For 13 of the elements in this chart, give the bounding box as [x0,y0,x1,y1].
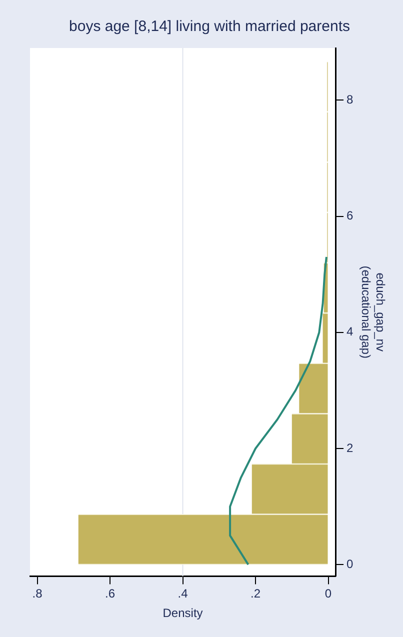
x-axis-title: Density [162,606,203,620]
y-tick-label: 0 [346,556,354,571]
y-tick-label: 2 [346,440,354,455]
y-tick-label: 4 [346,324,354,339]
y-tick-label: 8 [346,92,354,107]
x-tick-label: .2 [250,586,261,601]
y-axis-title: educh_gap_nv (educational gap) [359,266,388,358]
x-tick-label: .4 [178,586,188,601]
x-tick-label: .6 [105,586,116,601]
chart-title: boys age [8,14] living with married parents [69,18,350,36]
y-tick-label: 6 [346,208,354,223]
x-tick-label: .8 [32,586,43,601]
x-tick-label: 0 [324,586,332,601]
